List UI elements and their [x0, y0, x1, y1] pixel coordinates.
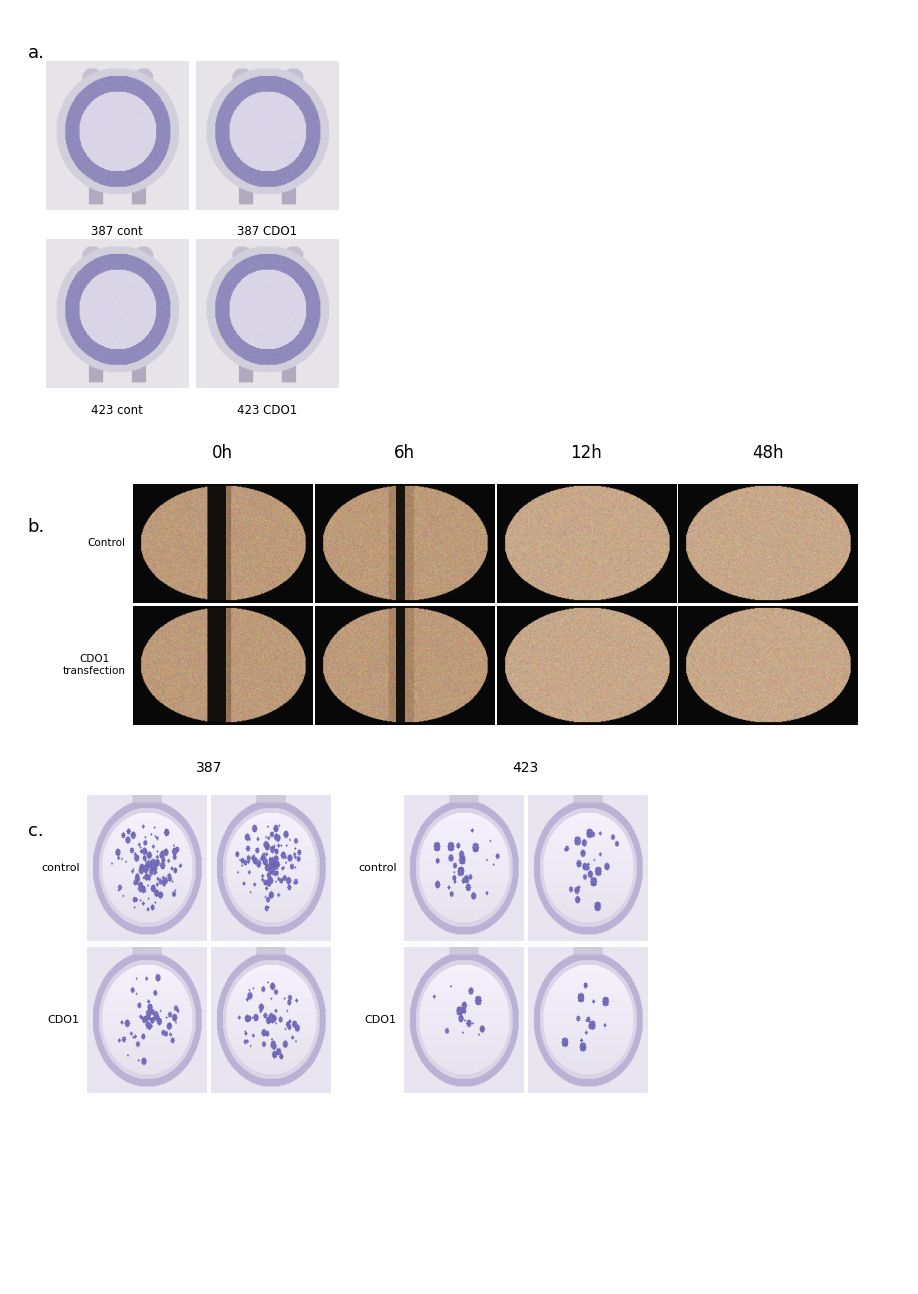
- Text: control: control: [41, 863, 80, 872]
- Text: CDO1: CDO1: [364, 1016, 397, 1025]
- Text: Control: Control: [88, 538, 126, 549]
- Text: CDO1
transfection: CDO1 transfection: [62, 655, 126, 675]
- Text: 423 CDO1: 423 CDO1: [237, 404, 297, 417]
- Text: 387: 387: [196, 761, 222, 775]
- Text: 6h: 6h: [394, 444, 415, 462]
- Text: control: control: [358, 863, 397, 872]
- Text: a.: a.: [28, 44, 44, 62]
- Text: 387 cont: 387 cont: [91, 225, 143, 238]
- Text: 387 CDO1: 387 CDO1: [237, 225, 297, 238]
- Text: 12h: 12h: [570, 444, 602, 462]
- Text: c.: c.: [28, 822, 43, 840]
- Text: 0h: 0h: [212, 444, 233, 462]
- Text: 423 cont: 423 cont: [91, 404, 143, 417]
- Text: 48h: 48h: [752, 444, 784, 462]
- Text: 423: 423: [512, 761, 539, 775]
- Text: b.: b.: [28, 518, 45, 536]
- Text: CDO1: CDO1: [48, 1016, 80, 1025]
